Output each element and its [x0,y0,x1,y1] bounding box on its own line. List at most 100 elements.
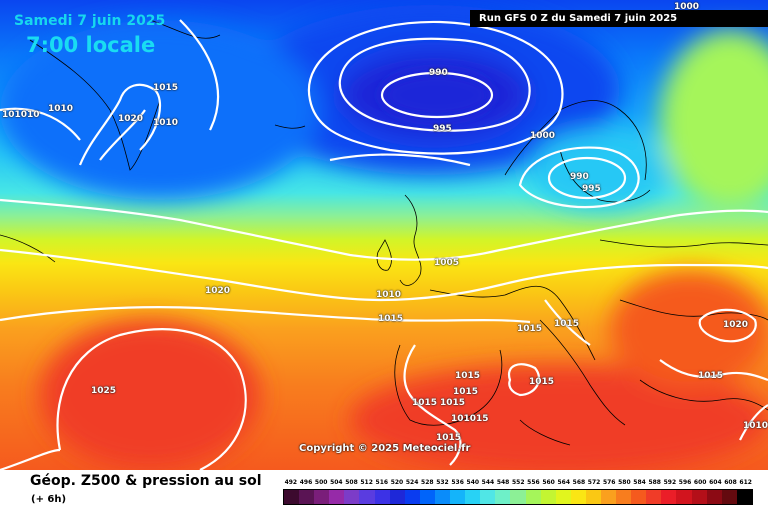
scale-label: 552 [512,479,525,486]
isobar-label: 1015 [698,371,724,381]
isobar-label: 1015 [378,314,404,324]
scale-swatch [359,490,375,504]
scale-swatch [284,490,300,504]
scale-swatch [631,490,647,504]
isobar-label: 1000 [674,2,700,12]
scale-swatch [389,490,405,504]
scale-label: 560 [542,479,555,486]
isobar-label: 995 [582,184,601,194]
scale-label: 592 [663,479,677,486]
scale-label: 564 [557,479,570,486]
isobar-label: 1000 [530,131,556,141]
scale-label: 556 [527,479,540,486]
scale-swatch [646,490,662,504]
scale-label: 520 [390,479,404,486]
isobar-label: 1010 [376,290,402,300]
scale-swatch [661,490,677,504]
isobar-label: 1005 [434,258,460,268]
copyright-notice: Copyright © 2025 Meteociel.fr [299,443,471,454]
scale-swatch [480,490,496,504]
scale-swatch [676,490,692,504]
run-info: Run GFS 0 Z du Samedi 7 juin 2025 [470,10,768,27]
scale-swatch [495,490,511,504]
scale-swatch [600,490,617,504]
geopotential-field [0,0,768,470]
scale-swatch [570,490,586,504]
scale-swatch [616,490,632,504]
scale-swatch [314,490,330,504]
isobar-label: 1015 [517,324,543,334]
scale-label: 540 [466,479,480,486]
isobar-label: 1015 [529,377,555,387]
scale-swatch [691,490,707,504]
scale-label: 580 [618,479,631,486]
scale-swatch [344,490,360,504]
isobar-label: 1015 [412,398,438,408]
scale-swatch [510,490,526,504]
color-scale-bar [283,489,753,505]
scale-swatch [706,490,722,504]
scale-label: 536 [451,479,464,486]
scale-swatch [465,490,481,504]
map-variable-title: Géop. Z500 & pression au sol [30,473,262,489]
scale-swatch [329,490,345,504]
isobar-label: 995 [433,124,452,134]
isobar-label: 990 [429,68,448,78]
isobar-label: 1015 [440,398,466,408]
scale-swatch [736,490,752,504]
isobars [0,19,768,470]
scale-label: 492 [284,479,298,486]
scale-label: 576 [602,479,616,486]
scale-swatch [299,490,315,504]
scale-label: 584 [633,479,646,486]
scale-swatch [525,490,541,504]
scale-label: 600 [693,479,707,486]
isobar-label: 1025 [91,386,117,396]
map-local-time: 7:00 locale [26,33,156,57]
scale-swatch [450,490,466,504]
isobar-label: 101010 [2,110,40,120]
isobar-label: 990 [570,172,589,182]
legend-panel: Géop. Z500 & pression au sol (+ 6h) 492 4… [0,470,768,512]
low-core [382,71,492,119]
map-date: Samedi 7 juin 2025 [14,13,166,29]
scale-label: 532 [436,479,449,486]
isobar-label: 1020 [205,286,231,296]
scale-swatch [404,490,420,504]
isobar-label: 1015 [436,433,462,443]
scale-label: 596 [678,479,692,486]
isobar-label: 1015 [453,387,479,397]
isobar-label: 1010 [153,118,179,128]
scale-swatch [721,490,737,504]
color-scale-labels: 492 496 500 504 508 512 516 520 524 528 532 536 540 5… [283,479,753,488]
isobar-label: 1010 [48,104,74,114]
scale-swatch [434,490,451,504]
scale-label: 604 [709,479,722,486]
scale-label: 572 [587,479,601,486]
isobar-label: 101015 [451,414,489,424]
isobar-label: 1015 [153,83,179,93]
scale-label: 528 [421,479,434,486]
scale-label: 524 [405,479,419,486]
scale-swatch [555,490,571,504]
scale-label: 548 [496,479,510,486]
scale-label: 500 [314,479,328,486]
isobar-label: 1010 [743,421,768,431]
scale-swatch [419,490,435,504]
isobar-label: 1020 [723,320,749,330]
isobar-label: 1015 [455,371,481,381]
scale-label: 508 [345,479,358,486]
scale-label: 608 [724,479,737,486]
isobar-label: 1015 [554,319,580,329]
scale-swatch [374,490,390,504]
scale-label: 496 [299,479,313,486]
scale-label: 544 [481,479,495,486]
scale-label: 512 [360,479,373,486]
scale-swatch [585,490,601,504]
scale-label: 568 [572,479,586,486]
scale-label: 516 [375,479,389,486]
weather-map: Samedi 7 juin 2025 7:00 locale Run GFS 0… [0,0,768,470]
scale-label: 588 [648,479,661,486]
scale-label: 612 [739,479,752,486]
forecast-step: (+ 6h) [31,494,67,505]
